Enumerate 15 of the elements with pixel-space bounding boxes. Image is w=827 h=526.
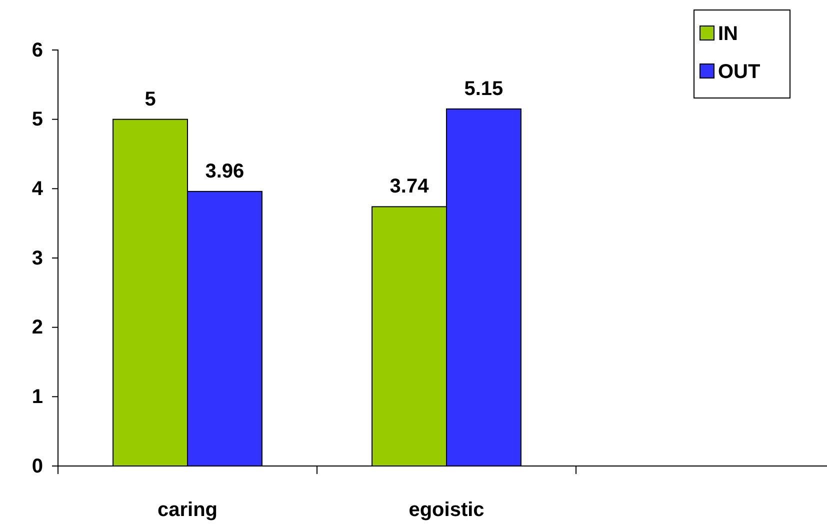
- y-tick-label: 5: [32, 108, 43, 131]
- legend-label: OUT: [718, 61, 760, 83]
- data-label: 3.96: [205, 160, 244, 182]
- x-tick-label: egoistic: [408, 499, 484, 521]
- y-tick-label: 1: [32, 386, 43, 408]
- y-tick-label: 4: [32, 178, 44, 200]
- data-label: 5: [144, 88, 156, 110]
- y-tick-label: 0: [32, 455, 43, 478]
- y-tick-label: 6: [32, 39, 43, 62]
- legend-label: IN: [718, 23, 738, 45]
- y-tick-label: 2: [32, 316, 43, 339]
- y-tick-label: 3: [32, 247, 43, 270]
- data-label: 5.15: [464, 78, 504, 100]
- data-label: 3.74: [390, 176, 430, 198]
- x-tick-label: caring: [157, 499, 218, 521]
